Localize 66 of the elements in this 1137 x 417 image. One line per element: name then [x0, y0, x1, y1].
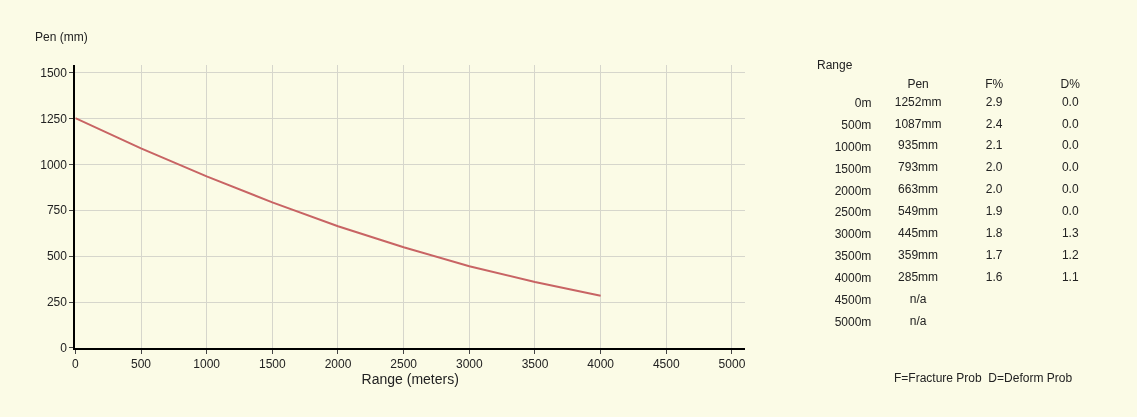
y-tick-label: 0 — [60, 341, 68, 356]
y-tick-label: 4000m — [834, 271, 872, 286]
y-tick-label: 5000m — [834, 315, 872, 330]
text: F=Fracture Prob D=Deform Prob — [894, 371, 1073, 385]
text: 1087mm — [894, 116, 942, 131]
y-tick-label: 500 — [46, 249, 68, 264]
x-tick-label: 4000 — [587, 357, 615, 372]
text: 0.0 — [1061, 204, 1079, 219]
y-tick-label: 1500 — [40, 65, 68, 80]
text: 549mm — [898, 204, 939, 219]
text: 1.3 — [1061, 226, 1079, 241]
line-series — [75, 117, 602, 297]
text: n/a — [909, 292, 927, 307]
y-tick-label: 1500m — [834, 161, 872, 176]
y-tick-label: 1000m — [834, 139, 872, 154]
y-tick-label: 1000 — [40, 157, 68, 172]
text: 2.4 — [985, 116, 1003, 131]
x-tick-label: 2000 — [324, 357, 352, 372]
text: n/a — [909, 313, 927, 328]
y-tick-label: 4500m — [834, 293, 872, 308]
text: 1.9 — [985, 204, 1003, 219]
x-tick-label: D% — [1060, 77, 1081, 92]
x-tick-label: 0 — [72, 357, 80, 372]
text: 793mm — [898, 160, 939, 175]
y-tick-label: 500m — [841, 117, 872, 132]
text: 1.2 — [1061, 248, 1079, 263]
x-axis-title: Range (meters) — [361, 371, 459, 388]
y-axis-title: Pen (mm) — [35, 30, 88, 44]
y-tick-label: 3500m — [834, 249, 872, 264]
x-tick-label: 5000 — [718, 357, 746, 372]
text: 0.0 — [1061, 182, 1079, 197]
text: 359mm — [898, 248, 939, 263]
text: 1252mm — [894, 94, 942, 109]
y-tick-label: 3000m — [834, 227, 872, 242]
text: 445mm — [898, 226, 939, 241]
text: 2.0 — [985, 182, 1003, 197]
y-axis-title: Range — [817, 58, 853, 72]
x-tick-label: 3500 — [521, 357, 549, 372]
x-tick-label: 4500 — [652, 357, 680, 372]
y-tick-label: 2000m — [834, 183, 872, 198]
x-tick-label: 500 — [130, 357, 152, 372]
text: 1.7 — [985, 248, 1003, 263]
text: 285mm — [898, 270, 939, 285]
text: 0.0 — [1061, 116, 1079, 131]
text: 663mm — [898, 182, 939, 197]
x-tick-label: 1000 — [193, 357, 221, 372]
text: 935mm — [898, 138, 939, 153]
y-tick-label: 250 — [46, 295, 68, 310]
text: 2.9 — [985, 94, 1003, 109]
x-tick-label: Pen — [907, 77, 929, 92]
text: 0.0 — [1061, 94, 1079, 109]
text: 1.1 — [1061, 270, 1079, 285]
x-tick-label: 3000 — [455, 357, 483, 372]
text: 0.0 — [1061, 160, 1079, 175]
x-tick-label: F% — [985, 77, 1004, 92]
x-tick-label: 2500 — [390, 357, 418, 372]
y-tick-label: 2500m — [834, 205, 872, 220]
y-tick-label: 750 — [46, 203, 68, 218]
text: 0.0 — [1061, 138, 1079, 153]
y-tick-label: 0m — [854, 95, 872, 110]
x-tick-label: 1500 — [258, 357, 286, 372]
text: 2.0 — [985, 160, 1003, 175]
y-tick-label: 1250 — [40, 111, 68, 126]
text: 2.1 — [985, 138, 1003, 153]
text: 1.8 — [985, 226, 1003, 241]
text: 1.6 — [985, 270, 1003, 285]
